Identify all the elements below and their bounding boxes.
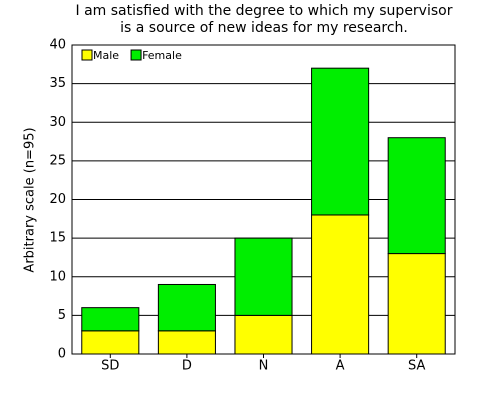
y-tick-label: 30 bbox=[49, 115, 66, 130]
x-tick-label: A bbox=[336, 359, 345, 374]
legend-label: Male bbox=[93, 49, 119, 62]
y-tick-label: 10 bbox=[49, 269, 66, 284]
bar-segment bbox=[311, 67, 370, 216]
y-tick-label: 0 bbox=[58, 347, 66, 362]
y-tick-label: 35 bbox=[49, 76, 66, 91]
bar-segment bbox=[157, 283, 216, 332]
x-tick-label: SD bbox=[101, 359, 119, 374]
y-axis-label: Arbitrary scale (n=95) bbox=[23, 127, 38, 272]
x-tick-label: SA bbox=[408, 359, 425, 374]
legend-swatch bbox=[130, 49, 142, 61]
legend-swatch bbox=[81, 49, 93, 61]
x-tick-label: D bbox=[182, 359, 192, 374]
chart-title: I am satisfied with the degree to which … bbox=[76, 3, 453, 19]
chart-title: is a source of new ideas for my research… bbox=[120, 20, 408, 36]
bar-segment bbox=[234, 237, 293, 316]
bar-segment bbox=[311, 214, 370, 355]
x-tick-label: N bbox=[259, 359, 269, 374]
bar-segment bbox=[81, 307, 140, 332]
y-tick-label: 25 bbox=[49, 153, 66, 168]
bar-segment bbox=[234, 314, 293, 355]
y-tick-label: 40 bbox=[49, 38, 66, 53]
y-tick-label: 15 bbox=[49, 231, 66, 246]
y-tick-label: 5 bbox=[58, 308, 66, 323]
legend-label: Female bbox=[142, 49, 182, 62]
bar-segment bbox=[157, 330, 216, 355]
bar-segment bbox=[387, 253, 446, 355]
bar-segment bbox=[387, 137, 446, 255]
bar-segment bbox=[81, 330, 140, 355]
y-tick-label: 20 bbox=[49, 192, 66, 207]
